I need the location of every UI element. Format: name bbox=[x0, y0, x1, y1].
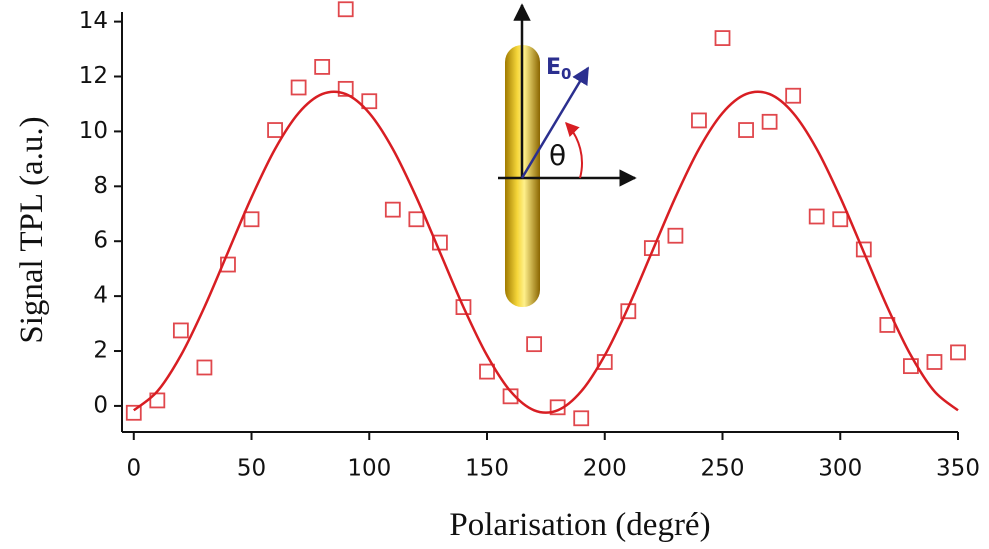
x-tick-label: 100 bbox=[347, 456, 391, 482]
data-point bbox=[125, 404, 142, 421]
y-tick-label: 8 bbox=[93, 173, 108, 199]
data-point bbox=[691, 112, 707, 129]
data-point bbox=[667, 227, 684, 244]
data-point bbox=[502, 388, 519, 405]
data-point bbox=[337, 1, 354, 18]
data-point bbox=[785, 87, 802, 104]
x-tick-label: 250 bbox=[701, 456, 745, 482]
data-point bbox=[855, 241, 872, 258]
data-point bbox=[384, 201, 401, 218]
x-tick-label: 350 bbox=[936, 456, 980, 482]
angle-label: θ bbox=[549, 139, 566, 172]
data-point bbox=[149, 392, 166, 409]
data-point bbox=[832, 211, 849, 228]
data-point bbox=[573, 410, 590, 427]
y-tick-label: 0 bbox=[93, 392, 108, 418]
field-label-main: E bbox=[546, 55, 561, 80]
x-tick-label: 0 bbox=[126, 456, 141, 482]
x-tick-label: 300 bbox=[818, 456, 862, 482]
data-point bbox=[714, 30, 731, 46]
y-tick-label: 4 bbox=[93, 283, 108, 309]
data-point bbox=[243, 211, 260, 228]
field-label: E0 bbox=[546, 55, 571, 83]
data-point bbox=[408, 211, 425, 228]
data-point bbox=[361, 93, 378, 110]
data-point bbox=[455, 299, 472, 315]
fit-line bbox=[132, 90, 959, 414]
angle-arc bbox=[565, 121, 583, 179]
field-label-sub: 0 bbox=[561, 65, 571, 83]
y-tick-label: 2 bbox=[93, 338, 108, 364]
data-point bbox=[267, 122, 283, 138]
data-point bbox=[761, 113, 778, 130]
data-point bbox=[290, 79, 307, 96]
x-tick-label: 200 bbox=[583, 456, 627, 482]
x-tick-label: 150 bbox=[465, 456, 509, 482]
data-point bbox=[926, 354, 943, 370]
data-point bbox=[738, 122, 754, 138]
y-axis-title: Signal TPL (a.u.) bbox=[14, 116, 50, 343]
y-tick-label: 6 bbox=[93, 228, 108, 254]
data-point bbox=[526, 336, 543, 353]
data-point bbox=[314, 59, 331, 75]
x-axis-title: Polarisation (degré) bbox=[449, 507, 710, 543]
x-tick-label: 50 bbox=[237, 456, 266, 482]
y-tick-label: 10 bbox=[79, 118, 108, 144]
y-tick-label: 12 bbox=[79, 63, 108, 89]
field-arrow bbox=[520, 66, 590, 179]
data-point bbox=[196, 359, 213, 376]
data-point bbox=[172, 322, 189, 339]
data-point bbox=[950, 344, 966, 361]
data-point bbox=[220, 256, 236, 273]
data-point bbox=[808, 208, 825, 225]
y-tick-label: 14 bbox=[79, 8, 108, 34]
inset: E0 θ bbox=[498, 3, 637, 307]
data-point bbox=[337, 80, 354, 97]
data-point bbox=[479, 363, 495, 380]
